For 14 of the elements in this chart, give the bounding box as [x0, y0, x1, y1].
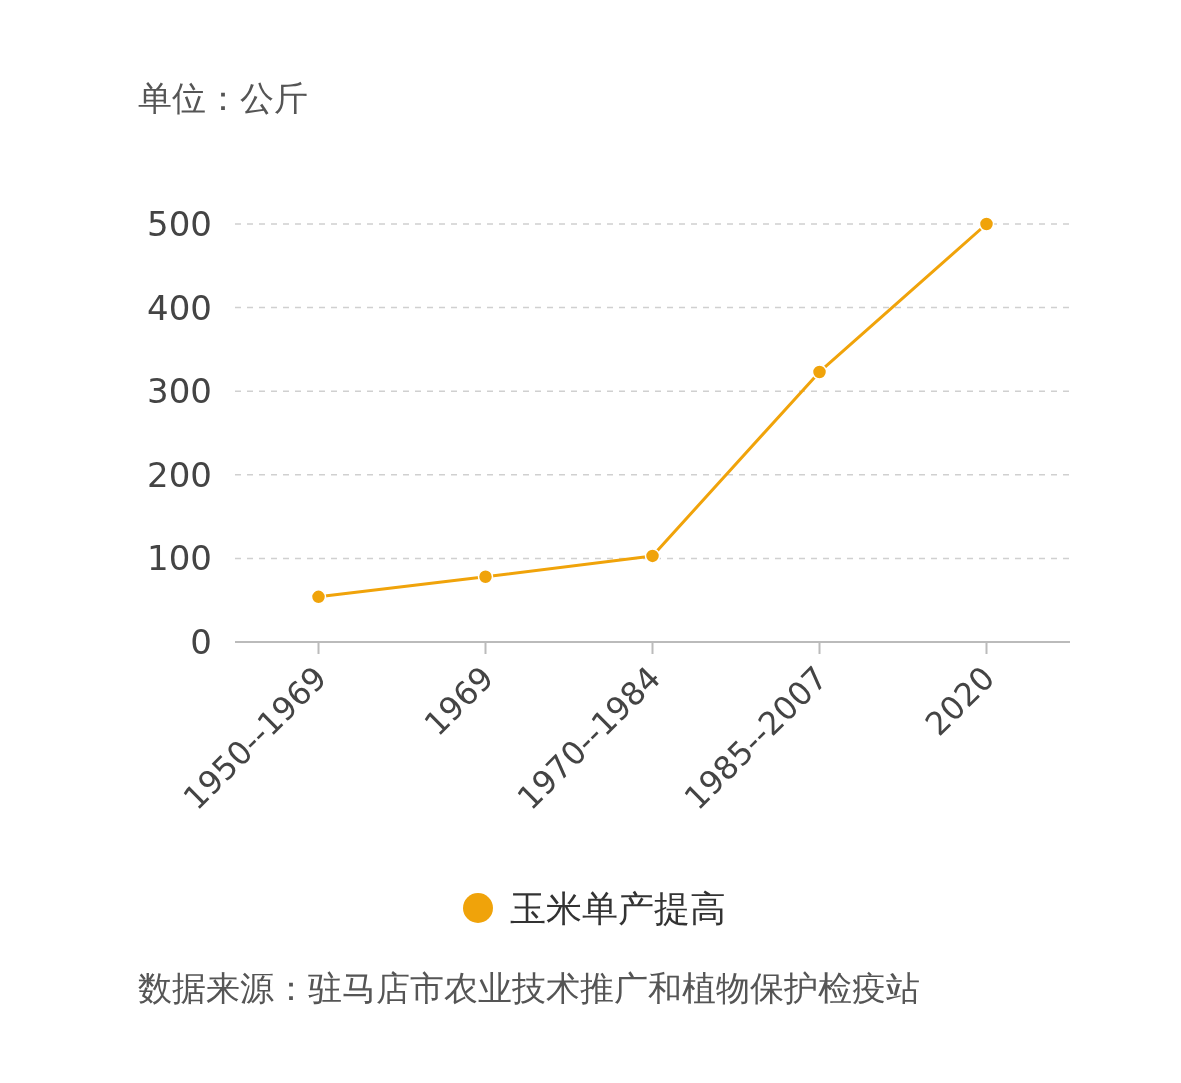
point — [310, 589, 327, 605]
y-axis-title: 单位：公斤 — [138, 78, 308, 118]
legend-label: 玉米单产提高 — [510, 888, 726, 929]
y-tick-label: 300 — [147, 371, 212, 412]
point — [811, 364, 828, 380]
source-note: 数据来源：驻马店市农业技术推广和植物保护检疫站 — [138, 968, 920, 1008]
point — [644, 548, 661, 564]
y-tick-label: 400 — [147, 287, 212, 328]
point — [978, 216, 995, 232]
y-tick-label: 0 — [190, 622, 212, 662]
y-tick-label: 200 — [147, 454, 212, 495]
y-tick-label: 500 — [147, 204, 212, 244]
point — [477, 569, 494, 585]
y-tick-label: 100 — [147, 538, 212, 579]
